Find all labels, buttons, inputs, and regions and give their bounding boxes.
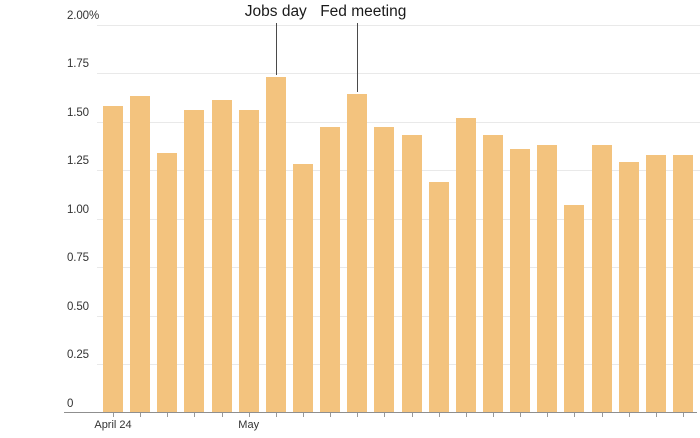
x-axis-tick	[167, 413, 169, 417]
bar	[537, 144, 558, 413]
bar	[618, 162, 639, 413]
bar	[510, 148, 531, 413]
x-axis-tick-label: May	[238, 419, 260, 431]
x-axis-tick	[574, 413, 576, 417]
bar	[103, 106, 123, 413]
x-axis-tick	[384, 413, 386, 417]
y-axis-tick-label: 0	[67, 398, 74, 410]
gridline	[97, 122, 700, 123]
y-axis-tick-label: 1.50	[67, 107, 89, 119]
bar	[293, 164, 313, 413]
x-axis-tick	[465, 413, 467, 417]
y-axis-tick-label: 1.00	[67, 204, 89, 216]
y-axis-tick-label: 0.75	[67, 252, 89, 264]
x-axis-tick	[140, 413, 142, 417]
bar	[347, 94, 368, 413]
gridline	[97, 316, 700, 317]
x-axis-tick	[493, 413, 494, 417]
bar	[157, 152, 178, 413]
gridline	[97, 219, 700, 220]
bar	[672, 154, 693, 413]
gridline	[97, 364, 700, 365]
x-axis-line	[64, 412, 697, 413]
y-axis-tick-label: 0.25	[67, 349, 89, 361]
y-axis-tick-label: 1.75	[67, 58, 89, 70]
x-axis-tick	[357, 413, 359, 417]
x-axis-tick	[682, 413, 684, 417]
x-axis-tick	[628, 413, 630, 417]
gridline	[97, 73, 700, 74]
bar	[483, 135, 503, 413]
x-axis-tick	[221, 413, 223, 417]
x-axis-tick	[520, 413, 522, 417]
x-axis-tick	[601, 413, 603, 417]
x-axis-tick	[194, 413, 196, 417]
annotation-leader-line	[275, 23, 277, 75]
x-axis-tick-label: April 24	[94, 419, 132, 431]
x-axis-tick	[438, 413, 440, 417]
bar	[455, 117, 476, 413]
x-axis-tick	[113, 413, 114, 417]
bar	[320, 127, 341, 413]
y-axis-tick-label: 1.25	[67, 155, 89, 167]
gridline	[97, 170, 700, 171]
gridline	[97, 267, 700, 268]
y-axis-tick-label: 0.50	[67, 301, 89, 313]
bar	[564, 204, 585, 413]
bar	[401, 135, 422, 413]
bar	[184, 109, 205, 413]
bar	[374, 127, 395, 413]
bar	[130, 96, 151, 413]
x-axis-tick	[411, 413, 413, 417]
annotation-label: Fed meeting	[320, 3, 407, 20]
x-axis-tick	[655, 413, 657, 417]
bar	[211, 100, 232, 413]
bar	[591, 144, 612, 413]
annotation-leader-line	[357, 23, 359, 93]
x-axis-tick	[547, 413, 549, 417]
bar	[645, 154, 666, 413]
bar	[238, 109, 259, 413]
bar	[265, 76, 286, 413]
x-axis-tick	[275, 413, 277, 417]
annotation-label: Jobs day	[244, 3, 307, 20]
x-axis-tick	[248, 413, 250, 417]
bar	[428, 181, 449, 413]
x-axis-tick	[303, 413, 304, 417]
y-axis-tick-label: 2.00%	[67, 10, 100, 22]
gridline	[97, 25, 700, 26]
x-axis-tick	[330, 413, 332, 417]
